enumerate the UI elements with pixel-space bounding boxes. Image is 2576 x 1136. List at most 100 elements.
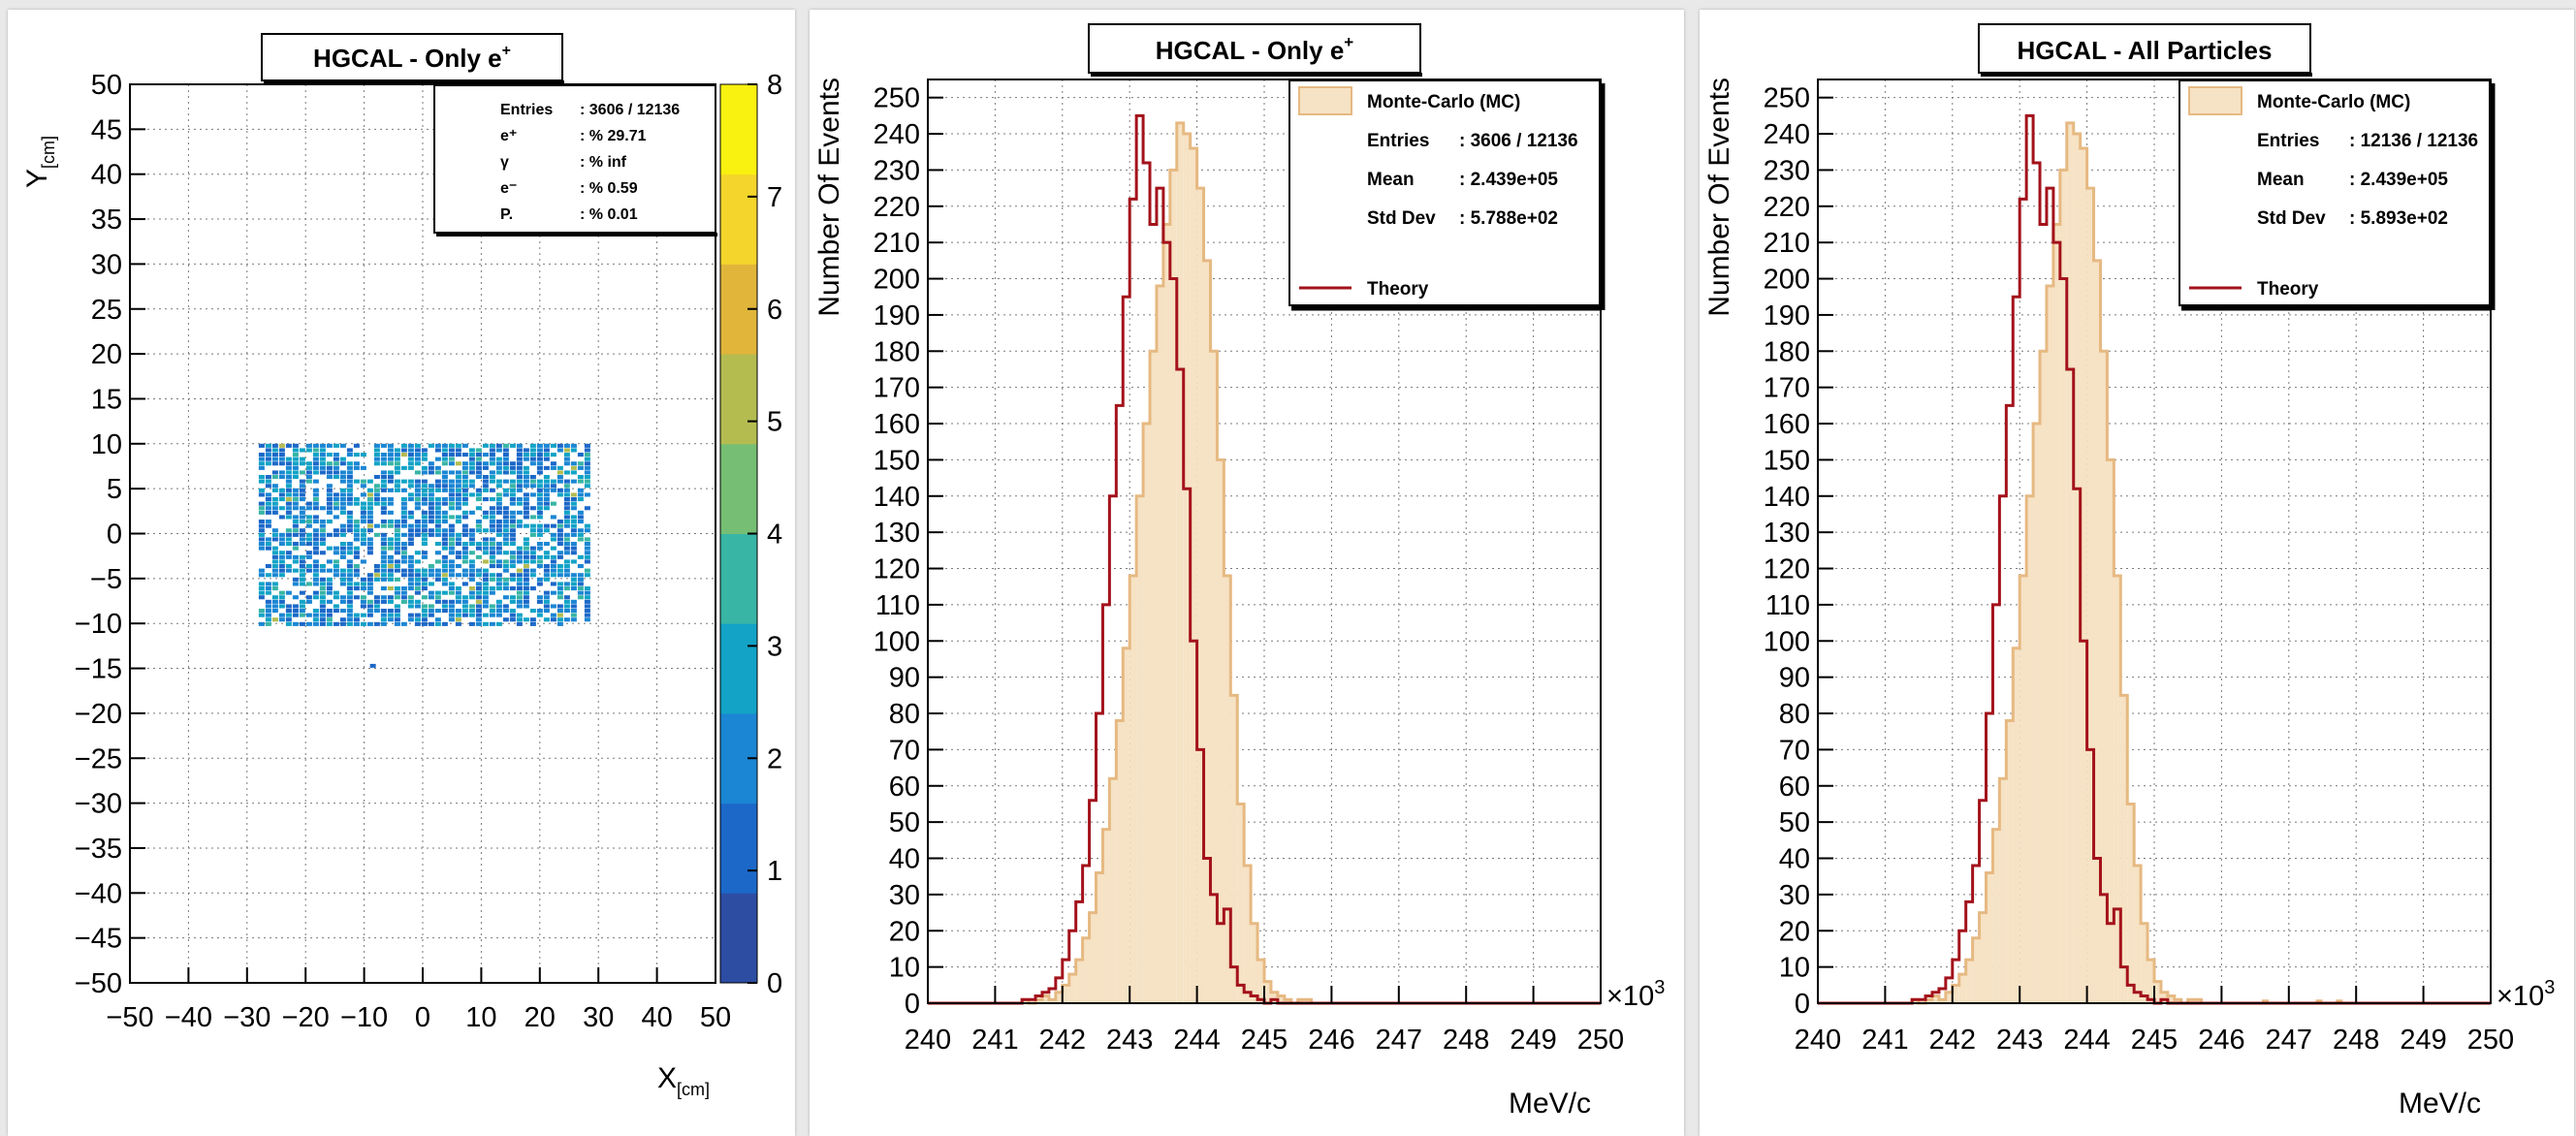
heatmap-cell	[387, 501, 394, 506]
heatmap-cell	[461, 453, 468, 458]
heatmap-cell	[495, 599, 502, 604]
heatmap-cell	[265, 609, 271, 614]
heatmap-cell	[271, 501, 278, 506]
heatmap-cell	[346, 461, 353, 466]
heatmap-cell	[489, 497, 495, 502]
heatmap-cell	[543, 568, 550, 573]
heatmap-cell	[434, 621, 441, 626]
heatmap-cell	[543, 506, 550, 511]
heatmap-cell	[489, 609, 495, 614]
heatmap-cell	[557, 617, 563, 622]
heatmap-cell	[369, 663, 376, 668]
heatmap-cell	[380, 546, 387, 551]
heatmap-cell	[346, 453, 353, 458]
palette-tick-label: 5	[767, 407, 782, 438]
heatmap-cell	[333, 528, 339, 533]
palette-segment	[720, 803, 757, 894]
heatmap-cell	[516, 590, 523, 595]
heatmap-cell	[509, 497, 516, 502]
heatmap-cell	[394, 523, 400, 528]
heatmap-cell	[557, 582, 563, 586]
legend-stats-value: : 5.893e+02	[2349, 208, 2448, 229]
heatmap-cell	[557, 621, 563, 626]
heatmap-cell	[482, 479, 489, 484]
mc-bar	[2114, 576, 2121, 1003]
heatmap-cell	[292, 488, 299, 492]
heatmap-cell	[543, 528, 550, 533]
x-tick-label: −40	[165, 1002, 212, 1033]
heatmap-cell	[339, 573, 346, 578]
heatmap-y-ticks: −50−45−40−35−30−25−20−15−10−505101520253…	[75, 70, 145, 999]
heatmap-cell	[516, 523, 523, 528]
heatmap-cell	[394, 465, 400, 470]
heatmap-cell	[489, 457, 495, 461]
heatmap-cell	[523, 475, 529, 480]
heatmap-cell	[550, 532, 557, 537]
heatmap-cell	[570, 573, 577, 578]
heatmap-cell	[278, 537, 285, 542]
stats-label: P.	[500, 206, 513, 223]
heatmap-cell	[441, 604, 448, 609]
heatmap-cell	[563, 564, 570, 569]
heatmap-cell	[265, 443, 271, 448]
heatmap-cell	[495, 551, 502, 555]
heatmap-cell	[577, 586, 584, 591]
heatmap-cell	[563, 582, 570, 586]
heatmap-cell	[516, 599, 523, 604]
heatmap-cell	[584, 448, 590, 453]
heatmap-cell	[509, 523, 516, 528]
heatmap-cell	[584, 568, 590, 573]
heatmap-cell	[387, 595, 394, 600]
heatmap-cell	[523, 559, 529, 564]
heatmap-cell	[461, 492, 468, 497]
mc-bar	[2100, 351, 2108, 1003]
heatmap-cell	[271, 595, 278, 600]
heatmap-cell	[346, 599, 353, 604]
heatmap-cell	[434, 551, 441, 555]
heatmap-cell	[258, 568, 265, 573]
heatmap-cell	[373, 595, 380, 600]
heatmap-cell	[312, 542, 319, 547]
heatmap-cell	[407, 479, 414, 484]
heatmap-cell	[536, 448, 543, 453]
heatmap-cell	[387, 453, 394, 458]
heatmap-cell	[400, 568, 407, 573]
heatmap-cell	[428, 501, 434, 506]
heatmap-cell	[482, 461, 489, 466]
x-tick-label: −30	[223, 1002, 270, 1033]
mc-bar	[1109, 778, 1117, 1003]
heatmap-cell	[475, 582, 482, 586]
heatmap-cell	[285, 497, 292, 502]
heatmap-cell	[400, 621, 407, 626]
heatmap-cell	[346, 448, 353, 453]
hist-all-theory-line	[1818, 113, 2491, 1005]
heatmap-cell	[570, 599, 577, 604]
heatmap-cell	[271, 475, 278, 480]
heatmap-cell	[482, 590, 489, 595]
palette-tick-label: 8	[767, 70, 782, 101]
heatmap-cell	[434, 501, 441, 506]
heatmap-cell	[529, 457, 536, 461]
heatmap-cell	[509, 443, 516, 448]
heatmap-cell	[441, 546, 448, 551]
mc-bar	[1116, 720, 1124, 1003]
x-tick-label: −20	[282, 1002, 330, 1033]
heatmap-cell	[339, 523, 346, 528]
heatmap-cell	[536, 577, 543, 582]
heatmap-cell	[319, 457, 326, 461]
heatmap-cell	[380, 568, 387, 573]
heatmap-cell	[278, 443, 285, 448]
heatmap-cell	[455, 551, 461, 555]
heatmap-cell	[333, 590, 339, 595]
x-tick-label: 50	[700, 1002, 731, 1033]
heatmap-cell	[319, 448, 326, 453]
x-tick-label: −50	[106, 1002, 153, 1033]
heatmap-cell	[333, 443, 339, 448]
heatmap-cell	[271, 609, 278, 614]
heatmap-cell	[299, 568, 305, 573]
heatmap-cell	[557, 604, 563, 609]
x-tick-label: 244	[2063, 1025, 2110, 1056]
heatmap-cell	[271, 488, 278, 492]
heatmap-cell	[292, 568, 299, 573]
heatmap-cell	[380, 586, 387, 591]
